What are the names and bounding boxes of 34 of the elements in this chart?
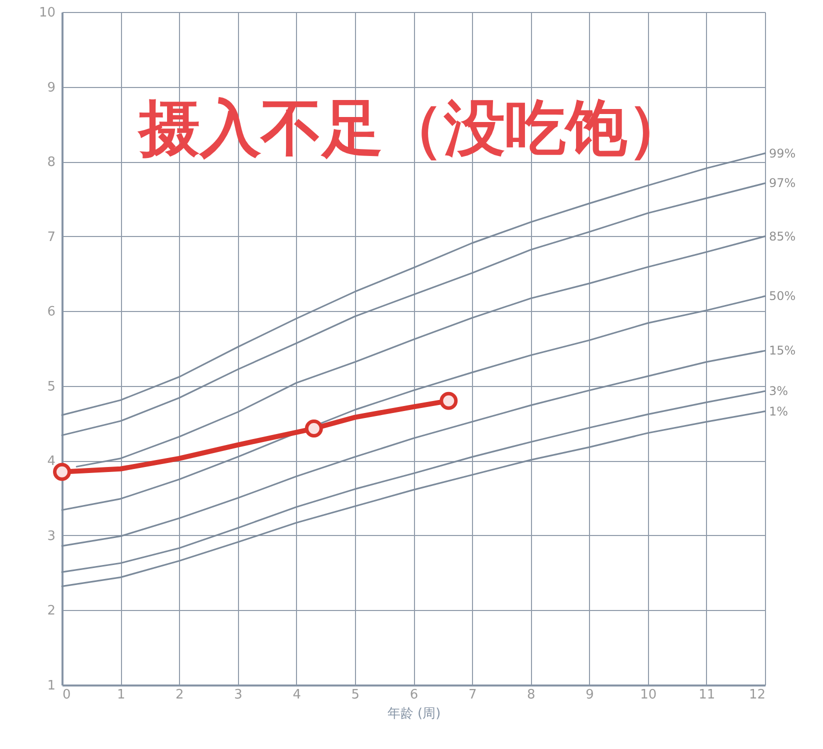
y-tick-label: 7 [47,230,56,245]
x-axis-title: 年龄 (周) [387,706,441,722]
x-tick-label: 11 [698,688,716,702]
y-tick-label: 2 [47,604,56,619]
x-tick-label: 1 [116,688,126,702]
x-tick-label: 0 [62,688,71,702]
series-label: 50% [769,289,796,304]
y-tick-label: 5 [47,379,56,394]
x-tick-label: 10 [640,688,657,702]
x-tick-label: 8 [527,688,536,702]
y-tick-label: 8 [47,155,56,170]
x-tick-label: 5 [351,688,360,702]
series-label: 3% [769,384,788,398]
x-tick-label: 12 [748,688,766,702]
y-tick-label: 4 [47,454,56,470]
point [440,392,458,410]
point [53,462,71,481]
x-tick-label: 2 [176,688,184,702]
x-tick-label: 7 [468,688,477,702]
series-label: 85% [769,229,796,244]
x-tick-label: 9 [586,688,594,702]
point [304,420,323,438]
x-tick-label: 6 [410,688,418,702]
y-tick-label: 3 [47,528,56,544]
y-tick-label: 9 [47,80,56,96]
series-label: 1% [769,404,788,418]
line-series [76,236,766,468]
series-label: 15% [769,344,796,358]
series-label: 97% [769,176,796,190]
y-tick-label: 10 [38,6,56,20]
series-label: 99% [769,146,796,160]
x-tick-label: 3 [234,688,242,702]
x-tick-label: 4 [292,688,301,702]
y-tick-label: 6 [47,304,56,320]
